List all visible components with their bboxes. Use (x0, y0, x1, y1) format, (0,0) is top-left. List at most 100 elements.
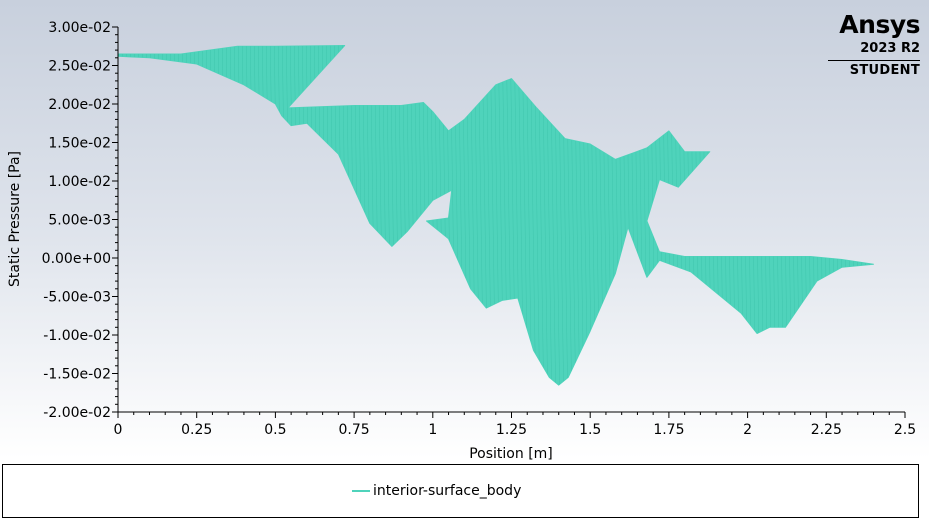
mesh-line (857, 45, 865, 386)
mesh-line (309, 45, 317, 386)
mesh-line (345, 45, 353, 386)
mesh-line (681, 45, 689, 386)
mesh-line (785, 45, 793, 386)
mesh-line (729, 45, 737, 386)
mesh-line (217, 45, 225, 386)
mesh-line (129, 45, 137, 386)
x-axis-title: Position [m] (469, 446, 553, 462)
mesh-line (157, 45, 165, 386)
mesh-line (165, 45, 173, 386)
mesh-line (745, 45, 753, 386)
mesh-line (161, 45, 169, 386)
mesh-line (805, 45, 813, 386)
mesh-line (137, 45, 145, 386)
mesh-line (741, 45, 749, 386)
mesh-line (890, 27, 896, 412)
mesh-line (713, 45, 721, 386)
mesh-line (197, 45, 205, 386)
logo-version: 2023 R2 (860, 41, 920, 56)
y-tick-label: 5.00e-03 (48, 213, 111, 229)
mesh-line (725, 45, 733, 386)
mesh-line (878, 27, 884, 412)
mesh-line (789, 45, 797, 386)
mesh-line (849, 45, 857, 386)
chart-plot: 0 0.25 0.5 0.75 1 1.25 1.5 1.75 2 2.25 2.5 3.00e-0… (7, 20, 916, 462)
mesh-line (177, 45, 185, 386)
mesh-line (205, 45, 213, 386)
mesh-line (781, 45, 789, 386)
mesh-line (861, 45, 869, 386)
mesh-line (189, 45, 197, 386)
mesh-line (329, 45, 337, 386)
mesh-line (209, 45, 217, 386)
mesh-line (793, 45, 801, 386)
mesh-line (753, 45, 761, 386)
mesh-line (829, 45, 837, 386)
x-tick-label: 0.25 (181, 422, 212, 438)
y-tick-label: 2.00e-02 (48, 97, 111, 113)
mesh-line (221, 45, 229, 386)
y-tick-label: -2.00e-02 (43, 405, 111, 421)
mesh-line (233, 45, 241, 386)
x-tick-label: 1 (428, 422, 437, 438)
x-tick-label: 0 (114, 422, 123, 438)
mesh-line (777, 45, 785, 386)
mesh-line (801, 45, 809, 386)
x-tick-label: 0.75 (339, 422, 370, 438)
mesh-line (153, 45, 161, 386)
mesh-line (193, 45, 201, 386)
mesh-line (769, 45, 777, 386)
mesh-line (773, 45, 781, 386)
y-tick-label: -1.50e-02 (43, 367, 111, 383)
mesh-line (321, 45, 329, 386)
mesh-line (845, 45, 853, 386)
mesh-line (118, 45, 125, 386)
mesh-line (865, 45, 873, 386)
y-tick-label: 3.00e-02 (48, 20, 111, 36)
x-tick-label: 2.5 (894, 422, 916, 438)
mesh-line (317, 45, 325, 386)
data-layer (117, 27, 908, 412)
y-tick-label: 2.50e-02 (48, 59, 111, 75)
mesh-line (882, 27, 888, 412)
mesh-line (709, 45, 717, 386)
mesh-line (121, 45, 129, 386)
logo-divider (828, 60, 920, 61)
mesh-line (693, 45, 701, 386)
mesh-line (837, 45, 845, 386)
mesh-line (213, 45, 221, 386)
mesh-line (417, 45, 425, 386)
mesh-line (685, 45, 693, 386)
mesh-line (902, 27, 908, 412)
y-ticks: 3.00e-02 2.50e-02 2.00e-02 1.50e-02 1.00e-02… (42, 20, 118, 421)
mesh-line (357, 45, 365, 386)
legend-entry[interactable]: interior-surface_body (352, 483, 521, 499)
x-tick-label: 2.25 (811, 422, 842, 438)
mesh-line (749, 45, 757, 386)
mesh-line (125, 45, 133, 386)
mesh-line (669, 45, 677, 386)
x-tick-label: 1.75 (653, 422, 684, 438)
mesh-line (661, 45, 669, 386)
mesh-line (841, 45, 849, 386)
y-tick-label: 1.00e-02 (48, 174, 111, 190)
mesh-line (717, 45, 725, 386)
y-axis-title: Static Pressure [Pa] (7, 151, 23, 287)
mesh-line (853, 45, 861, 386)
x-tick-label: 1.5 (579, 422, 601, 438)
mesh-line (833, 45, 841, 386)
ansys-logo: Ansys 2023 R2 STUDENT (828, 11, 921, 79)
mesh-line (649, 45, 657, 386)
mesh-line (361, 45, 369, 386)
mesh-line (825, 45, 833, 386)
y-tick-label: -5.00e-03 (43, 290, 111, 306)
mesh-line (677, 45, 685, 386)
mesh-line (181, 45, 189, 386)
mesh-line (874, 27, 880, 412)
y-tick-label: -1.00e-02 (43, 328, 111, 344)
mesh-line (145, 45, 153, 386)
mesh-line (225, 45, 233, 386)
mesh-line (169, 45, 177, 386)
mesh-line (173, 45, 181, 386)
mesh-line (697, 45, 705, 386)
